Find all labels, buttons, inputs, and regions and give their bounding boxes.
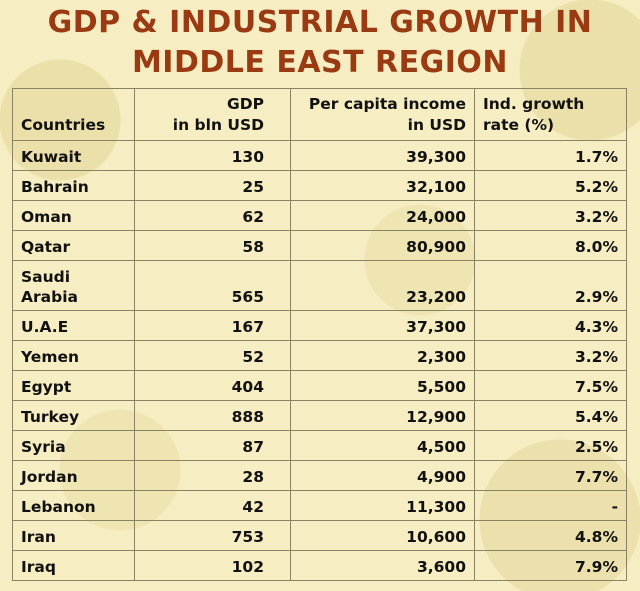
- cell-country: Jordan: [12, 460, 135, 491]
- cell-income: 2,300: [290, 340, 475, 371]
- cell-gdp: 52: [134, 340, 291, 371]
- header-row: Countries GDP in bln USD Per capita inco…: [12, 88, 627, 141]
- header-ind-growth: Ind. growth rate (%): [474, 88, 627, 141]
- cell-gdp: 130: [134, 140, 291, 171]
- cell-income: 12,900: [290, 400, 475, 431]
- cell-country: Saudi Arabia: [12, 260, 135, 311]
- cell-income: 24,000: [290, 200, 475, 231]
- cell-gdp: 25: [134, 170, 291, 201]
- cell-growth: 7.5%: [474, 370, 627, 401]
- table-row: Iran 753 10,600 4.8%: [12, 520, 627, 551]
- cell-growth: 3.2%: [474, 340, 627, 371]
- cell-growth: 2.9%: [474, 260, 627, 311]
- cell-gdp: 58: [134, 230, 291, 261]
- cell-growth: 5.4%: [474, 400, 627, 431]
- cell-gdp: 62: [134, 200, 291, 231]
- cell-income: 11,300: [290, 490, 475, 521]
- cell-country: Iraq: [12, 550, 135, 581]
- cell-income: 10,600: [290, 520, 475, 551]
- cell-country: U.A.E: [12, 310, 135, 341]
- cell-growth: 4.3%: [474, 310, 627, 341]
- cell-income: 32,100: [290, 170, 475, 201]
- cell-growth: 2.5%: [474, 430, 627, 461]
- cell-country: Yemen: [12, 340, 135, 371]
- cell-country: Bahrain: [12, 170, 135, 201]
- page-title: GDP & INDUSTRIAL GROWTH IN MIDDLE EAST R…: [0, 3, 640, 83]
- table-row: Syria 87 4,500 2.5%: [12, 430, 627, 461]
- cell-country: Iran: [12, 520, 135, 551]
- header-per-capita-income: Per capita income in USD: [290, 88, 475, 141]
- table-row: Iraq 102 3,600 7.9%: [12, 550, 627, 581]
- table-row: Oman 62 24,000 3.2%: [12, 200, 627, 231]
- table-row: Jordan 28 4,900 7.7%: [12, 460, 627, 491]
- cell-country: Egypt: [12, 370, 135, 401]
- cell-gdp: 753: [134, 520, 291, 551]
- cell-income: 80,900: [290, 230, 475, 261]
- table-row: Lebanon 42 11,300 -: [12, 490, 627, 521]
- table-row: Egypt 404 5,500 7.5%: [12, 370, 627, 401]
- cell-growth: 5.2%: [474, 170, 627, 201]
- cell-country: Turkey: [12, 400, 135, 431]
- table-row: Qatar 58 80,900 8.0%: [12, 230, 627, 261]
- cell-country: Syria: [12, 430, 135, 461]
- cell-gdp: 87: [134, 430, 291, 461]
- cell-gdp: 28: [134, 460, 291, 491]
- cell-income: 3,600: [290, 550, 475, 581]
- table-row: Bahrain 25 32,100 5.2%: [12, 170, 627, 201]
- header-countries: Countries: [12, 88, 135, 141]
- table-row: U.A.E 167 37,300 4.3%: [12, 310, 627, 341]
- gdp-table: Countries GDP in bln USD Per capita inco…: [12, 88, 627, 581]
- cell-income: 23,200: [290, 260, 475, 311]
- cell-country: Oman: [12, 200, 135, 231]
- cell-income: 37,300: [290, 310, 475, 341]
- cell-country: Kuwait: [12, 140, 135, 171]
- cell-income: 39,300: [290, 140, 475, 171]
- cell-income: 4,500: [290, 430, 475, 461]
- cell-income: 4,900: [290, 460, 475, 491]
- cell-growth: -: [474, 490, 627, 521]
- cell-growth: 7.7%: [474, 460, 627, 491]
- cell-country: Qatar: [12, 230, 135, 261]
- cell-growth: 1.7%: [474, 140, 627, 171]
- title-line-1: GDP & INDUSTRIAL GROWTH IN: [47, 5, 593, 40]
- title-line-2: MIDDLE EAST REGION: [131, 45, 509, 80]
- cell-growth: 3.2%: [474, 200, 627, 231]
- header-gdp: GDP in bln USD: [134, 88, 291, 141]
- cell-gdp: 404: [134, 370, 291, 401]
- cell-gdp: 42: [134, 490, 291, 521]
- table-row: Kuwait 130 39,300 1.7%: [12, 140, 627, 171]
- cell-country: Lebanon: [12, 490, 135, 521]
- table-row: Yemen 52 2,300 3.2%: [12, 340, 627, 371]
- cell-gdp: 888: [134, 400, 291, 431]
- cell-growth: 4.8%: [474, 520, 627, 551]
- cell-gdp: 167: [134, 310, 291, 341]
- cell-gdp: 565: [134, 260, 291, 311]
- cell-gdp: 102: [134, 550, 291, 581]
- table-row: Turkey 888 12,900 5.4%: [12, 400, 627, 431]
- table-row: Saudi Arabia 565 23,200 2.9%: [12, 260, 627, 311]
- cell-growth: 7.9%: [474, 550, 627, 581]
- cell-growth: 8.0%: [474, 230, 627, 261]
- cell-income: 5,500: [290, 370, 475, 401]
